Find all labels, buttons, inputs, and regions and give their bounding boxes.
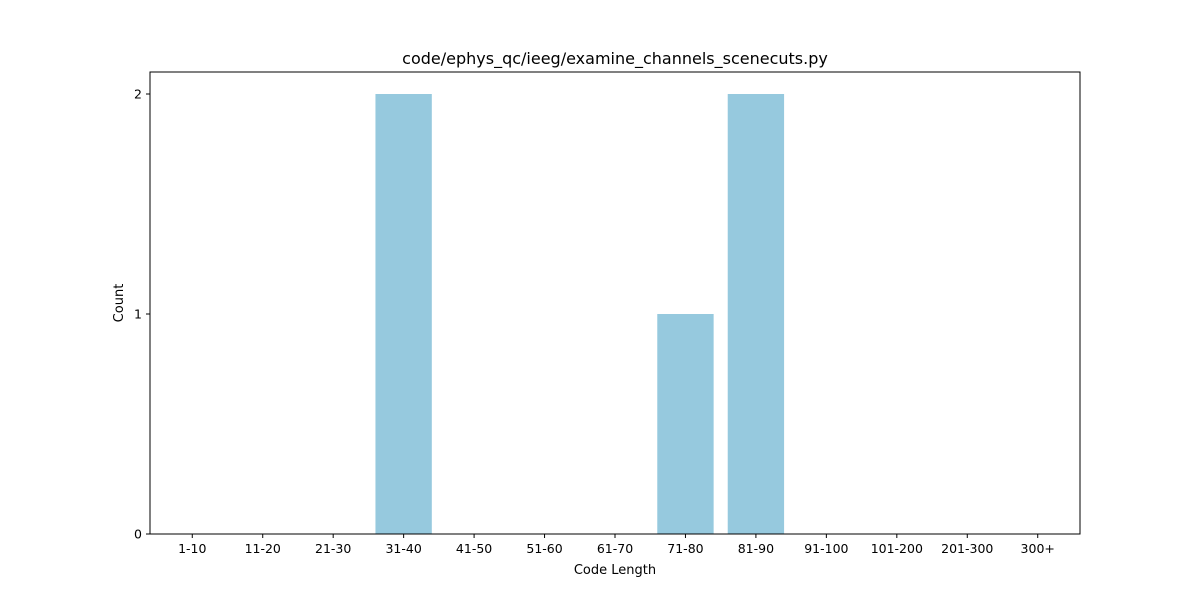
plot-area-frame — [149, 71, 1081, 535]
x-tick-label: 300+ — [1021, 541, 1055, 556]
x-axis-ticks: 1-10 11-20 21-30 31-40 41-50 51-60 61-70 71-80 8… — [178, 534, 1055, 556]
x-tick-label: 11-20 — [245, 541, 281, 556]
y-axis-label: Count — [112, 284, 127, 323]
x-tick-label: 71-80 — [667, 541, 703, 556]
x-tick-label: 1-10 — [178, 541, 206, 556]
bar-81-90 — [727, 94, 785, 534]
x-tick-label: 31-40 — [385, 541, 421, 556]
x-axis-label: Code Length — [574, 563, 656, 578]
y-tick-label: 0 — [134, 527, 142, 542]
x-tick-label: 201-300 — [941, 541, 993, 556]
x-tick-label: 91-100 — [804, 541, 848, 556]
bar-71-80 — [657, 314, 714, 534]
y-tick-label: 1 — [134, 307, 142, 322]
x-tick-label: 21-30 — [315, 541, 351, 556]
y-axis-ticks: 0 1 2 — [134, 87, 150, 542]
x-tick-label: 81-90 — [738, 541, 774, 556]
bar-31-40 — [375, 94, 432, 534]
x-tick-label: 61-70 — [597, 541, 633, 556]
x-tick-label: 51-60 — [526, 541, 562, 556]
x-tick-label: 101-200 — [871, 541, 923, 556]
y-tick-label: 2 — [134, 87, 142, 102]
chart-title: code/ephys_qc/ieeg/examine_channels_scen… — [402, 49, 828, 69]
bars-layer — [375, 94, 785, 534]
x-tick-label: 41-50 — [456, 541, 492, 556]
